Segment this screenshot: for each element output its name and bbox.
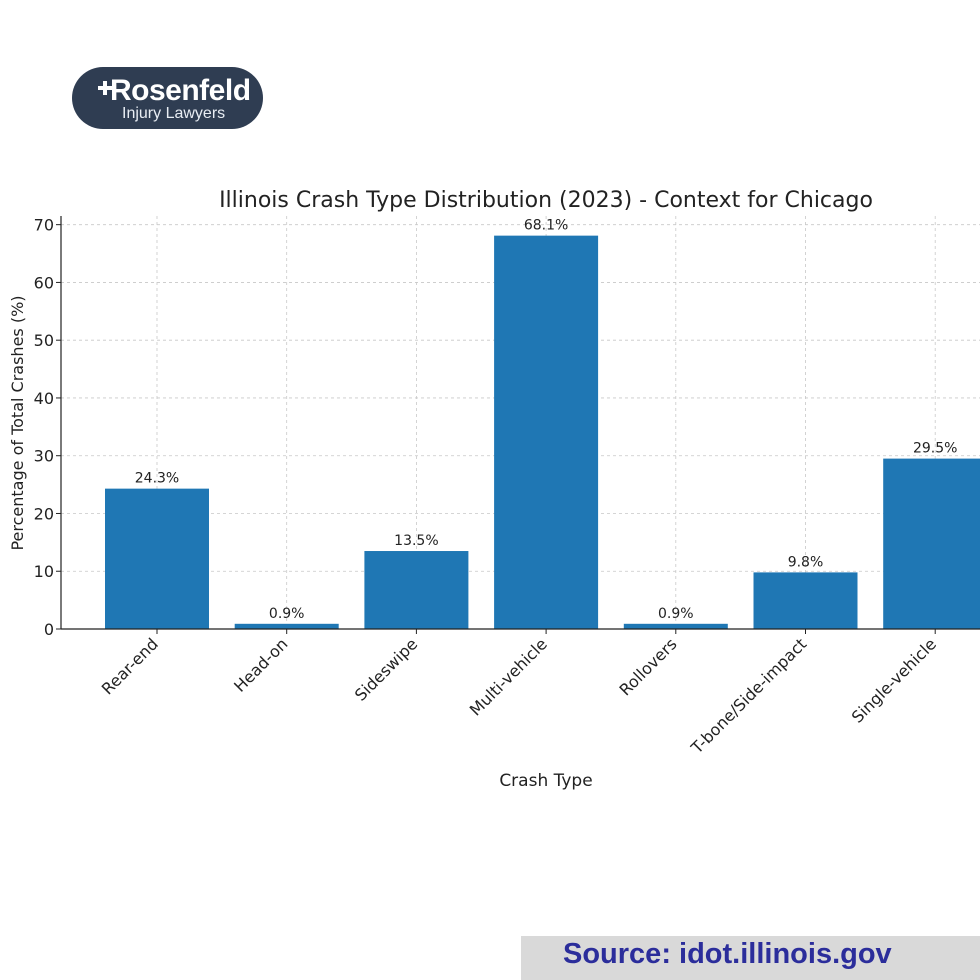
x-tick-label: Rollovers	[616, 634, 681, 699]
bar	[494, 235, 599, 629]
y-axis-label: Percentage of Total Crashes (%)	[8, 295, 27, 550]
logo-subtitle: Injury Lawyers	[122, 105, 226, 122]
bar-value-label: 29.5%	[913, 441, 957, 457]
x-tick-label: Rear-end	[98, 634, 162, 698]
source-text: Source: idot.illinois.gov	[563, 938, 892, 970]
axes	[60, 216, 980, 630]
x-tick-label: Multi-vehicle	[466, 634, 551, 719]
bar-value-label: 24.3%	[135, 471, 179, 487]
source-banner: Source: idot.illinois.gov	[521, 936, 980, 980]
x-tick-label: Head-on	[230, 634, 291, 695]
y-tick-label: 70	[34, 216, 54, 235]
y-ticks: 0 10 20 30 40 50 60 70	[34, 216, 61, 639]
y-tick-label: 10	[34, 562, 54, 581]
logo-name: Rosenfeld	[110, 74, 251, 107]
bar	[623, 623, 728, 629]
rosenfeld-logo: Rosenfeld Injury Lawyers	[72, 67, 263, 129]
x-tick-label: Single-vehicle	[848, 634, 940, 726]
y-tick-label: 20	[34, 504, 54, 523]
plus-icon	[98, 81, 112, 95]
bar	[364, 551, 469, 629]
y-tick-label: 40	[34, 389, 54, 408]
y-tick-label: 30	[34, 447, 54, 466]
bar-value-label: 9.8%	[788, 554, 824, 570]
bar	[234, 623, 339, 629]
bar-value-label: 68.1%	[524, 218, 568, 234]
x-tick-label: Sideswipe	[351, 634, 421, 704]
x-tick-label: T-bone/Side-impact	[687, 634, 811, 758]
value-labels: 24.3% 0.9% 13.5% 68.1% 0.9% 9.8% 29.5%	[135, 218, 958, 622]
bars	[105, 235, 980, 629]
y-tick-label: 50	[34, 331, 54, 350]
y-tick-label: 60	[34, 273, 54, 292]
y-tick-label: 0	[44, 620, 54, 639]
x-axis-label: Crash Type	[499, 771, 592, 791]
bar-value-label: 0.9%	[658, 606, 694, 622]
bar	[105, 488, 209, 629]
chart-title: Illinois Crash Type Distribution (2023) …	[219, 188, 873, 213]
x-ticks: Rear-end Head-on Sideswipe Multi-vehicle Rol…	[98, 629, 940, 758]
bar	[883, 458, 980, 629]
bar-value-label: 13.5%	[394, 533, 438, 549]
bar	[753, 572, 858, 629]
bar-value-label: 0.9%	[269, 606, 305, 622]
